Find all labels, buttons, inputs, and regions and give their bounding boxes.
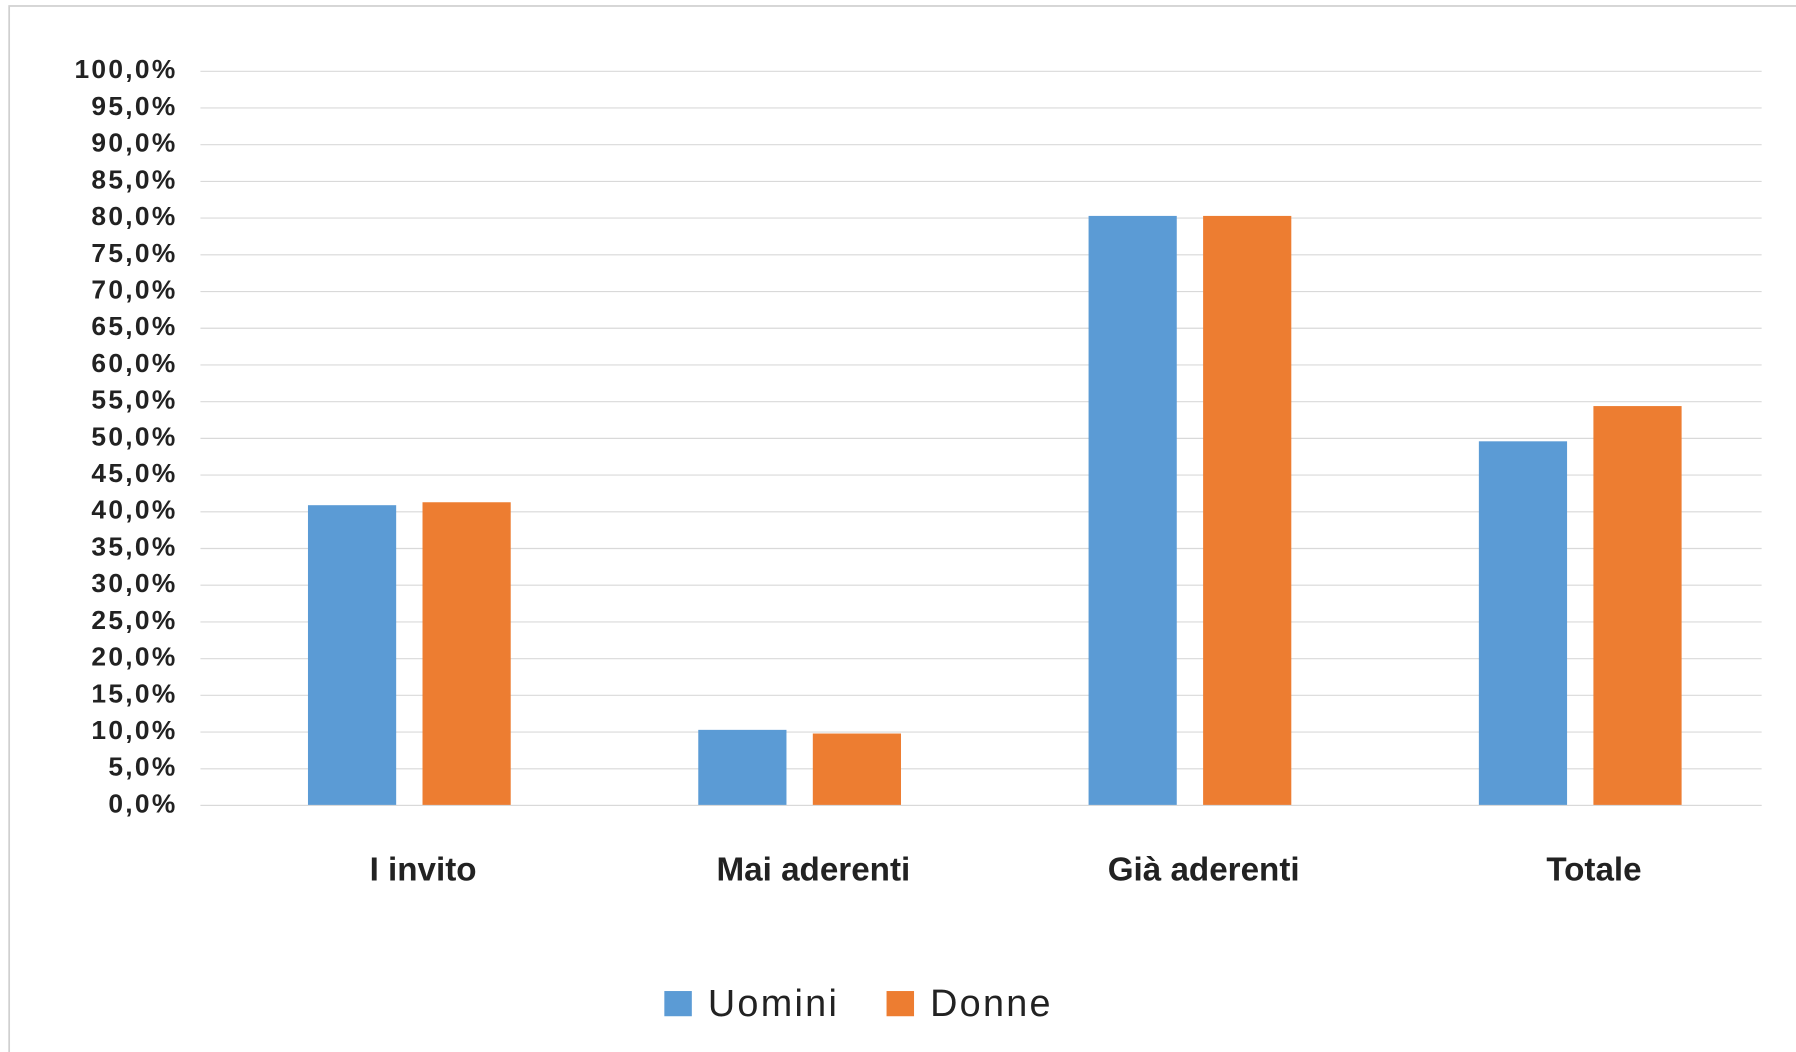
bar [307,505,397,806]
y-tick-label: 35,0% [91,531,177,561]
y-tick-label: 10,0% [91,715,177,745]
y-tick-label: 20,0% [91,642,177,672]
y-tick-label: 5,0% [108,752,177,782]
y-tick-label: 25,0% [91,605,177,635]
y-tick-label: 80,0% [91,201,177,231]
bar [698,729,787,806]
x-tick-label: I invito [370,852,477,889]
y-tick-label: 75,0% [91,238,177,268]
y-tick-label: 50,0% [91,421,177,451]
y-tick-label: 0,0% [108,788,177,818]
legend-label: Donne [930,983,1053,1025]
y-tick-label: 60,0% [91,348,177,378]
x-tick-label: Totale [1546,852,1641,889]
bar [1593,406,1682,806]
legend-swatch [886,991,915,1017]
y-tick-label: 95,0% [91,91,177,121]
x-tick-label: Mai aderenti [717,852,911,889]
y-tick-label: 45,0% [91,458,177,488]
y-tick-label: 40,0% [91,495,177,525]
y-tick-label: 30,0% [91,568,177,598]
y-tick-label: 90,0% [91,128,177,158]
bar [422,502,511,806]
legend-swatch [664,991,692,1017]
bar [812,733,902,806]
x-tick-label: Già aderenti [1108,852,1300,889]
y-tick-label: 100,0% [74,54,177,84]
y-tick-label: 55,0% [91,385,177,415]
bar [1203,215,1292,806]
y-tick-label: 15,0% [91,678,177,708]
y-tick-label: 85,0% [91,164,177,194]
bar [1088,215,1177,806]
y-tick-label: 65,0% [91,311,177,341]
y-tick-label: 70,0% [91,274,177,304]
bar [1478,441,1568,806]
legend-label: Uomini [708,983,839,1025]
